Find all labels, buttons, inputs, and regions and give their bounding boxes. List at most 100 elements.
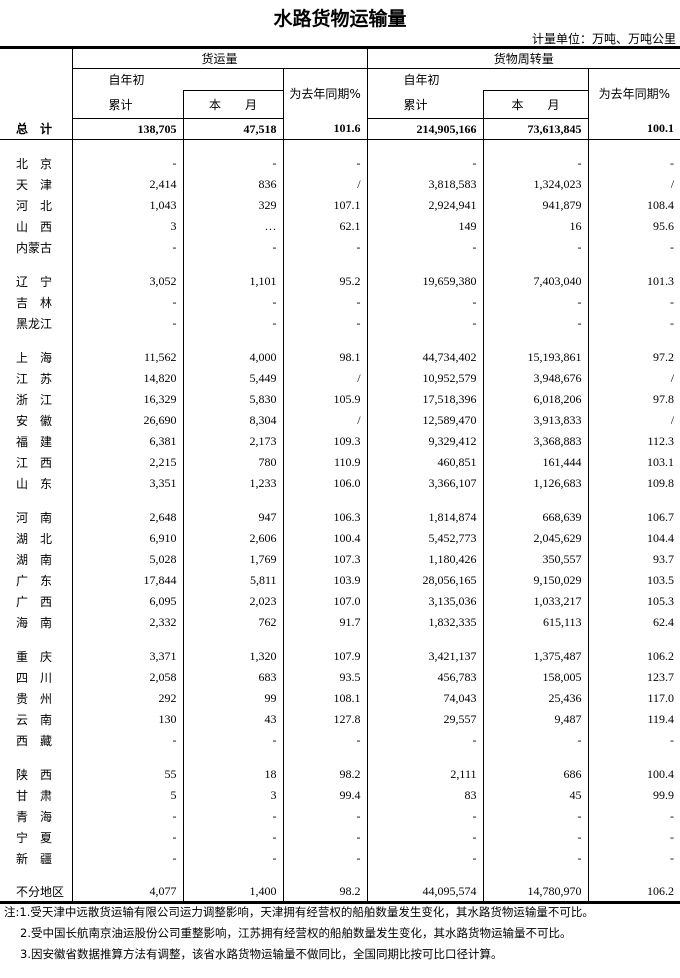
value-cell: - xyxy=(71,236,183,258)
value-cell: 127.8 xyxy=(282,708,368,730)
value-cell: 17,518,396 xyxy=(366,388,484,410)
value-cell: 1,180,426 xyxy=(366,548,484,570)
value-cell: - xyxy=(282,729,368,751)
value-cell: 106.0 xyxy=(282,472,368,494)
footnotes: 注:1.受天津中远散货运输有限公司运力调整影响，天津拥有经营权的船舶数量发生变化… xyxy=(4,902,594,965)
value-cell: 103.9 xyxy=(282,569,368,591)
value-cell: 17,844 xyxy=(71,569,183,591)
table-row: 吉 林------ xyxy=(0,291,680,313)
value-cell: - xyxy=(482,826,589,848)
value-cell: 686 xyxy=(482,763,589,785)
value-cell: / xyxy=(587,367,680,389)
footnote: 2.受中国长航南京油运股份公司重整影响，江苏拥有经营权的船舶数量发生变化，其水路… xyxy=(20,926,572,940)
value-cell: / xyxy=(282,409,368,431)
region-name: 江 西 xyxy=(16,455,53,470)
value-cell: 2,924,941 xyxy=(366,194,484,216)
table-row: 新 疆------ xyxy=(0,847,680,869)
value-cell: 106.3 xyxy=(282,506,368,528)
value-cell: 98.2 xyxy=(282,763,368,785)
value-cell: 3 xyxy=(182,784,283,806)
table-row: 江 苏 14,820 5,449/10,952,579 3,948,676/ xyxy=(0,367,680,389)
value-cell: - xyxy=(482,847,589,869)
value-cell: - xyxy=(366,312,484,334)
region-name: 吉 林 xyxy=(16,295,53,310)
value-cell: 105.9 xyxy=(282,388,368,410)
table-row: 西 藏------ xyxy=(0,729,680,751)
value-cell: 3,913,833 xyxy=(482,409,589,431)
value-cell: 74,043 xyxy=(366,687,484,709)
value-cell: 941,879 xyxy=(482,194,589,216)
table-row: 黑龙江 - - - - - - xyxy=(0,312,680,334)
region-name: 海 南 xyxy=(16,615,53,630)
value-cell: 1,832,335 xyxy=(366,611,484,633)
table-row: 海 南 2,332 762 91.7 1,832,335 615,113 62.4 xyxy=(0,611,680,633)
value-cell: / xyxy=(282,173,368,195)
value-cell: 3,818,583 xyxy=(366,173,484,195)
value-cell: 3,351 xyxy=(71,472,183,494)
value-cell: 29,557 xyxy=(366,708,484,730)
value-cell: 3,371 xyxy=(71,645,183,667)
value-cell: 149 xyxy=(366,215,484,237)
table-row: 云 南 130 43 127.8 29,557 9,487 119.4 xyxy=(0,708,680,730)
fv-cumulative-header: 累计 xyxy=(71,90,183,119)
table-row: 四 川 2,058 683 93.5 456,783 158,005 123.7 xyxy=(0,666,680,688)
value-cell: 62.4 xyxy=(587,611,680,633)
table-row: 山 西 3… 62.1 149 16 95.6 xyxy=(0,215,680,237)
value-cell: - xyxy=(482,291,589,313)
value-cell: - xyxy=(282,152,368,174)
value-cell: 109.8 xyxy=(587,472,680,494)
value-cell: 2,058 xyxy=(71,666,183,688)
region-name: 西 藏 xyxy=(16,733,53,748)
group-spacer xyxy=(0,750,680,764)
unit-label: 计量单位：万吨、万吨公里 xyxy=(531,32,676,46)
value-cell: 5,028 xyxy=(71,548,183,570)
value-cell: 18 xyxy=(182,763,283,785)
fv-ytd-header: 自年初 xyxy=(71,68,183,91)
footnote: 3.因安徽省数据推算方法有调整，该省水路货物运输量不做同比，全国同期比按可比口径… xyxy=(20,947,503,961)
value-cell: 109.3 xyxy=(282,430,368,452)
value-cell: 93.7 xyxy=(587,548,680,570)
value-cell: 683 xyxy=(182,666,283,688)
value-cell: 83 xyxy=(366,784,484,806)
region-name: 上 海 xyxy=(16,350,53,365)
to-ytd-header: 自年初 xyxy=(366,68,484,91)
region-name: 贵 州 xyxy=(16,691,53,706)
value-cell: - xyxy=(182,805,283,827)
value-cell: 5,449 xyxy=(182,367,283,389)
table-row: 湖 南 5,028 1,769 107.3 1,180,426 350,557 93.7 xyxy=(0,548,680,570)
value-cell: 138,705 xyxy=(71,118,183,140)
value-cell: - xyxy=(587,729,680,751)
value-cell: 112.3 xyxy=(587,430,680,452)
value-cell: - xyxy=(366,236,484,258)
region-name: 辽 宁 xyxy=(16,274,53,289)
value-cell: - xyxy=(71,152,183,174)
table-row: 安 徽 26,690 8,304/12,589,470 3,913,833/ xyxy=(0,409,680,431)
value-cell: / xyxy=(587,173,680,195)
value-cell: 123.7 xyxy=(587,666,680,688)
to-yoy-header: 为去年同期% xyxy=(587,68,680,119)
table-row: 不分地区 4,077 1,400 98.2 44,095,574 14,780,970 10… xyxy=(0,882,680,903)
value-cell: 6,018,206 xyxy=(482,388,589,410)
value-cell: 105.3 xyxy=(587,590,680,612)
value-cell: - xyxy=(587,312,680,334)
value-cell: 100.4 xyxy=(282,527,368,549)
value-cell: 97.2 xyxy=(587,346,680,368)
value-cell: 762 xyxy=(182,611,283,633)
value-cell: 1,375,487 xyxy=(482,645,589,667)
table-row: 上 海 11,562 4,000 98.1 44,734,402 15,193,861 97… xyxy=(0,346,680,368)
value-cell: 16 xyxy=(482,215,589,237)
value-cell: 1,324,023 xyxy=(482,173,589,195)
value-cell: 98.1 xyxy=(282,346,368,368)
value-cell: 9,150,029 xyxy=(482,569,589,591)
table-row: 辽 宁 3,052 1,101 95.2 19,659,380 7,403,040 101.… xyxy=(0,270,680,292)
value-cell: - xyxy=(282,847,368,869)
table-row: 河 南 2,648 947 106.3 1,814,874 668,639 106.7 xyxy=(0,506,680,528)
value-cell: 44,095,574 xyxy=(366,882,484,903)
value-cell: 1,233 xyxy=(182,472,283,494)
value-cell: - xyxy=(587,805,680,827)
value-cell: - xyxy=(366,847,484,869)
region-name: 福 建 xyxy=(16,434,53,449)
value-cell: - xyxy=(587,291,680,313)
value-cell: 3,135,036 xyxy=(366,590,484,612)
region-name: 重 庆 xyxy=(16,649,53,664)
